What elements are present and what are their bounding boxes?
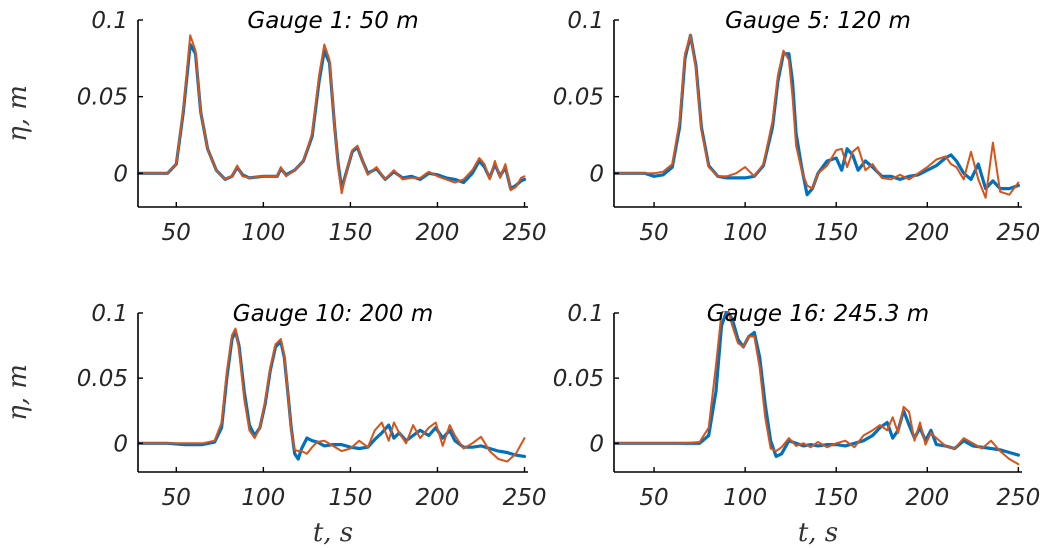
y-tick-label: 0.1 — [91, 301, 128, 327]
y-axis-label: η, m — [3, 85, 33, 142]
y-tick-label: 0 — [113, 431, 128, 457]
y-tick-label: 0 — [113, 161, 128, 187]
y-tick-label: 0 — [589, 161, 604, 187]
y-tick-label: 0.05 — [77, 366, 128, 392]
series-line-2 — [614, 311, 1020, 466]
y-tick-label: 0.05 — [77, 85, 128, 111]
x-tick-label: 50 — [162, 220, 191, 246]
chart-title: Gauge 10: 200 m — [233, 301, 434, 327]
series-line-1 — [614, 311, 1021, 458]
chart-title: Gauge 5: 120 m — [725, 8, 911, 34]
chart-panel-2: 50 100 150 200 250 0 0.05 0.1 Gauge 5: 120 m — [553, 8, 1041, 246]
x-tick-label: 250 — [996, 220, 1040, 246]
x-tick-label: 250 — [503, 485, 547, 511]
chart-title: Gauge 1: 50 m — [247, 8, 418, 34]
chart-title: Gauge 16: 245.3 m — [707, 301, 929, 327]
x-tick-label: 200 — [416, 485, 460, 511]
chart-panel-3: 50 100 150 200 250 0 0.05 0.1 Gauge 10: 200 m η, … — [3, 301, 546, 548]
series-line-1 — [138, 329, 527, 461]
x-tick-label: 200 — [905, 485, 949, 511]
series-line-2 — [614, 34, 1020, 199]
x-tick-label: 150 — [328, 485, 372, 511]
chart-panel-1: 50 100 150 200 250 0 0.05 0.1 Gauge 1: 50 m η, m — [3, 8, 546, 246]
x-axis-label: t, s — [313, 518, 353, 548]
x-axis-label: t, s — [798, 518, 838, 548]
y-tick-label: 0 — [589, 431, 604, 457]
y-tick-label: 0.1 — [91, 8, 128, 34]
x-tick-label: 150 — [328, 220, 372, 246]
x-tick-label: 100 — [723, 485, 767, 511]
x-tick-label: 50 — [639, 485, 668, 511]
x-tick-label: 150 — [814, 220, 858, 246]
x-tick-label: 100 — [241, 485, 285, 511]
x-tick-label: 100 — [241, 220, 285, 246]
x-tick-label: 50 — [639, 220, 668, 246]
x-tick-label: 250 — [503, 220, 547, 246]
x-tick-label: 200 — [416, 220, 460, 246]
x-tick-label: 250 — [996, 485, 1040, 511]
x-tick-label: 50 — [162, 485, 191, 511]
y-tick-label: 0.05 — [553, 366, 604, 392]
series-line-2 — [138, 327, 526, 463]
x-tick-label: 200 — [905, 220, 949, 246]
y-tick-label: 0.1 — [567, 301, 604, 327]
x-tick-label: 150 — [814, 485, 858, 511]
chart-panel-4: 50 100 150 200 250 0 0.05 0.1 Gauge 16: 245.3 m t… — [553, 301, 1041, 548]
x-tick-label: 100 — [723, 220, 767, 246]
y-tick-label: 0.05 — [553, 85, 604, 111]
y-tick-label: 0.1 — [567, 8, 604, 34]
series-line-2 — [138, 34, 526, 195]
y-axis-label: η, m — [3, 364, 33, 421]
